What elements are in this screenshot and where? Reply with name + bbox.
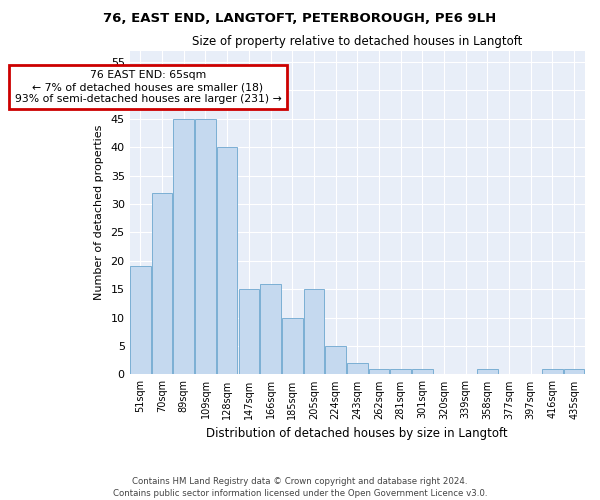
Title: Size of property relative to detached houses in Langtoft: Size of property relative to detached ho…: [192, 35, 523, 48]
Y-axis label: Number of detached properties: Number of detached properties: [94, 125, 104, 300]
Bar: [260, 284, 281, 374]
X-axis label: Distribution of detached houses by size in Langtoft: Distribution of detached houses by size …: [206, 427, 508, 440]
Bar: [564, 368, 584, 374]
Bar: [217, 147, 238, 374]
Bar: [477, 368, 498, 374]
Bar: [239, 289, 259, 374]
Bar: [130, 266, 151, 374]
Bar: [368, 368, 389, 374]
Bar: [304, 289, 324, 374]
Bar: [542, 368, 563, 374]
Bar: [195, 118, 216, 374]
Text: 76, EAST END, LANGTOFT, PETERBOROUGH, PE6 9LH: 76, EAST END, LANGTOFT, PETERBOROUGH, PE…: [103, 12, 497, 26]
Bar: [325, 346, 346, 374]
Bar: [347, 363, 368, 374]
Text: 76 EAST END: 65sqm
← 7% of detached houses are smaller (18)
93% of semi-detached: 76 EAST END: 65sqm ← 7% of detached hous…: [14, 70, 281, 104]
Bar: [152, 192, 172, 374]
Bar: [391, 368, 411, 374]
Bar: [412, 368, 433, 374]
Text: Contains HM Land Registry data © Crown copyright and database right 2024.
Contai: Contains HM Land Registry data © Crown c…: [113, 476, 487, 498]
Bar: [282, 318, 302, 374]
Bar: [173, 118, 194, 374]
